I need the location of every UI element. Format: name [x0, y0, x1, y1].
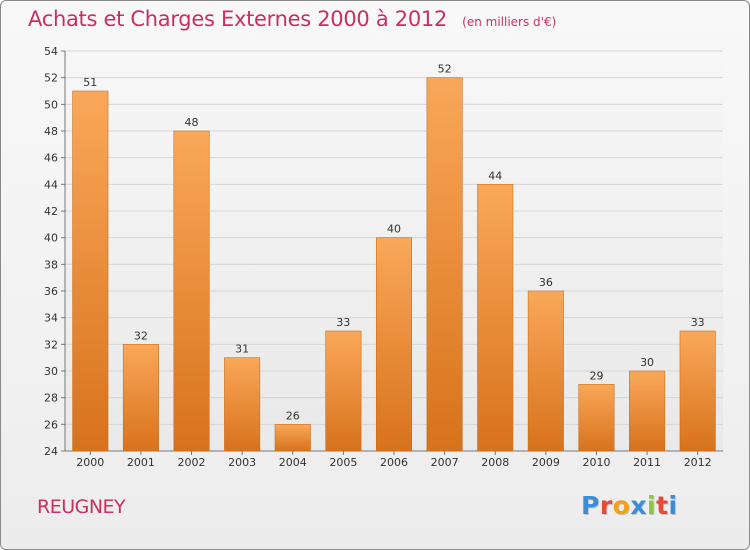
chart-title: Achats et Charges Externes 2000 à 2012 [28, 7, 448, 31]
logo-letter: P [581, 491, 600, 520]
bar-value-label: 33 [336, 316, 350, 329]
y-tick-label: 30 [44, 365, 58, 378]
bar-value-label: 51 [83, 76, 97, 89]
y-tick-label: 52 [44, 72, 58, 85]
bar [426, 77, 463, 452]
x-tick-label: 2007 [431, 456, 459, 469]
y-tick-label: 32 [44, 338, 58, 351]
commune-name: REUGNEY [37, 496, 126, 518]
x-tick-label: 2002 [178, 456, 206, 469]
bar-value-label: 48 [185, 116, 199, 129]
bar-value-label: 40 [387, 223, 401, 236]
y-tick-label: 34 [44, 312, 58, 325]
y-tick-label: 26 [44, 418, 58, 431]
bar-value-label: 44 [488, 169, 502, 182]
chart-title-block: Achats et Charges Externes 2000 à 2012 (… [28, 7, 556, 31]
bar [173, 130, 210, 452]
logo-letter: r [599, 491, 613, 520]
bar-value-label: 33 [691, 316, 705, 329]
y-tick-label: 28 [44, 392, 58, 405]
bar [477, 184, 514, 452]
x-tick-label: 2000 [76, 456, 104, 469]
y-tick-label: 44 [44, 178, 58, 191]
bar [527, 290, 564, 452]
proxiti-logo: Proxiti [581, 491, 678, 520]
bar-value-label: 36 [539, 276, 553, 289]
x-tick-label: 2010 [582, 456, 610, 469]
logo-letter: i [647, 491, 657, 520]
bar [375, 237, 413, 452]
x-tick-label: 2009 [532, 456, 560, 469]
y-tick-label: 50 [44, 98, 58, 111]
x-tick-label: 2004 [279, 456, 307, 469]
x-tick-label: 2006 [380, 456, 408, 469]
bar-value-label: 30 [640, 356, 654, 369]
y-tick-label: 42 [44, 205, 58, 218]
x-tick-label: 2011 [633, 456, 661, 469]
x-tick-label: 2012 [684, 456, 712, 469]
x-tick-label: 2008 [481, 456, 509, 469]
y-tick-label: 36 [44, 285, 58, 298]
bar [578, 384, 615, 452]
x-tick-label: 2005 [329, 456, 357, 469]
logo-letter: i [668, 491, 678, 520]
bar-value-label: 32 [134, 329, 148, 342]
y-tick-label: 38 [44, 258, 58, 271]
bar [224, 357, 261, 452]
bar [274, 424, 311, 452]
bar-value-label: 29 [589, 369, 603, 382]
logo-letter: o [612, 491, 631, 520]
logo-letter: t [656, 491, 669, 520]
logo-letter: x [630, 491, 647, 520]
bar [72, 90, 109, 452]
chart-subtitle: (en milliers d'€) [462, 15, 557, 29]
y-tick-label: 54 [44, 45, 58, 58]
bar-value-label: 52 [438, 63, 452, 76]
y-tick-label: 24 [44, 445, 58, 458]
y-tick-label: 46 [44, 152, 58, 165]
x-tick-label: 2001 [127, 456, 155, 469]
bar [679, 330, 716, 452]
bar [629, 370, 666, 452]
y-tick-label: 48 [44, 125, 58, 138]
bar-value-label: 31 [235, 343, 249, 356]
y-tick-label: 40 [44, 232, 58, 245]
bar-value-label: 26 [286, 409, 300, 422]
x-tick-label: 2003 [228, 456, 256, 469]
bar [325, 330, 362, 452]
bar [122, 344, 159, 452]
